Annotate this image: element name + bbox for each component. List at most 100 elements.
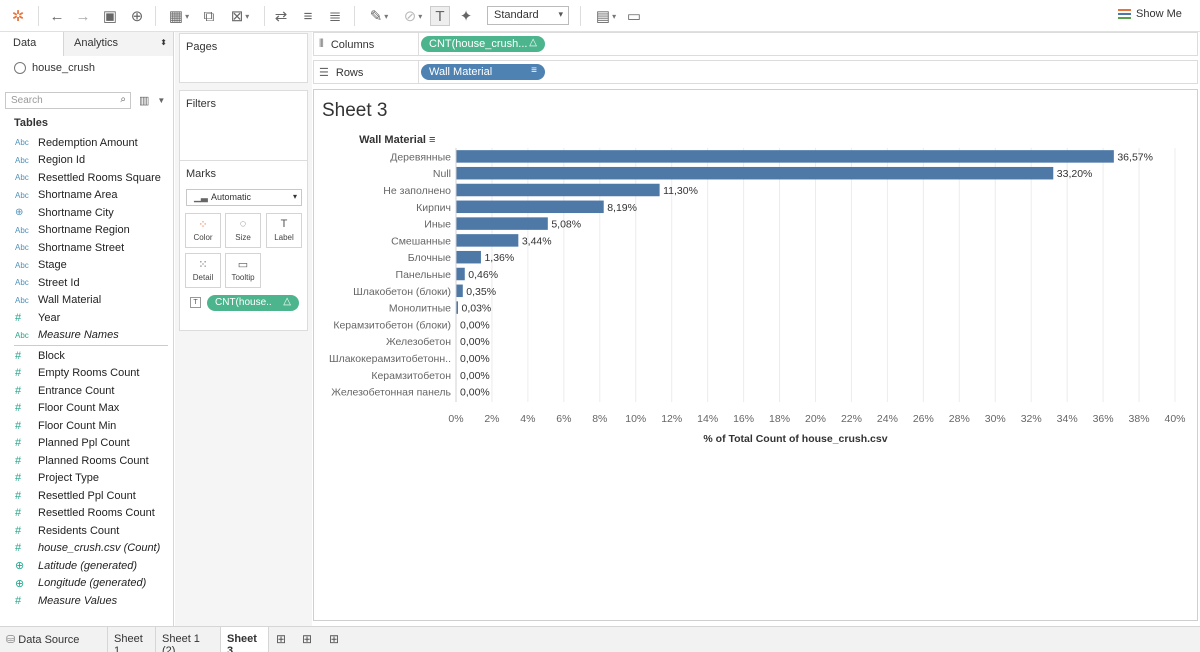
show-me-button[interactable]: Show Me [1118, 8, 1182, 20]
field-item[interactable]: Abc Stage [0, 257, 174, 275]
field-item[interactable]: # Entrance Count [0, 382, 174, 400]
rows-shelf[interactable]: ☰ Rows Wall Material ≡ [313, 60, 1198, 84]
view-size-select[interactable]: Standard ▾ [487, 6, 569, 25]
field-item[interactable]: Abc Shortname Street [0, 239, 174, 257]
field-item[interactable]: ⊕ Longitude (generated) [0, 575, 174, 593]
tab-sheet-3[interactable]: Sheet 3 [221, 627, 269, 652]
field-item[interactable]: # Project Type [0, 470, 174, 488]
search-input[interactable]: Search ⌕ [5, 91, 131, 109]
field-item[interactable]: # Resettled Ppl Count [0, 487, 174, 505]
clear-sheet-icon[interactable]: ⊠ [225, 6, 255, 26]
datasource-item[interactable]: house_crush [0, 56, 173, 80]
group-members-icon[interactable]: ⊘ [398, 6, 428, 26]
sort-icon: ≡ [429, 134, 435, 146]
field-item[interactable]: # Floor Count Max [0, 400, 174, 418]
fix-axes-icon[interactable]: ✦ [459, 8, 473, 25]
field-label: Latitude (generated) [38, 559, 138, 572]
measure-icon: # [15, 524, 22, 537]
redo-icon[interactable]: → [75, 7, 91, 25]
mark-type-select[interactable]: ▁▃ Automatic ▾ [186, 189, 302, 206]
show-mark-labels-icon[interactable]: T [430, 6, 450, 26]
tab-analytics[interactable]: Analytics ⬍ [64, 32, 173, 56]
field-item[interactable]: # Measure Values [0, 592, 174, 610]
field-item[interactable]: ⊕ Shortname City [0, 204, 174, 222]
field-item[interactable]: # Year [0, 309, 174, 327]
field-item[interactable]: Abc Measure Names [0, 327, 174, 345]
field-label: Wall Material [38, 294, 102, 307]
x-tick-label: 16% [733, 413, 754, 425]
tab-sheet-1[interactable]: Sheet 1 [108, 627, 156, 652]
globe-icon: ⊕ [15, 207, 24, 219]
color-icon: ⁘ [198, 219, 208, 231]
measure-icon: # [15, 311, 22, 324]
color-button[interactable]: ⁘ Color [185, 213, 221, 248]
category-label: Кирпич [416, 202, 451, 214]
new-worksheet-icon[interactable]: ▦ [164, 6, 194, 26]
presentation-mode-icon[interactable]: ▭ [626, 8, 642, 25]
tableau-logo-icon[interactable]: ✲ [11, 8, 25, 25]
x-tick-label: 34% [1057, 413, 1078, 425]
size-button[interactable]: ◌ Size [225, 213, 261, 248]
new-dashboard-icon[interactable]: ⊞ [302, 632, 313, 646]
data-pane: Data Analytics ⬍ house_crush Search ⌕ ▥ … [0, 32, 174, 626]
data-label: 8,19% [607, 202, 637, 214]
columns-shelf[interactable]: ⦀ Columns CNT(house_crush... △ [313, 32, 1198, 56]
field-label: Region Id [38, 154, 86, 167]
new-story-icon[interactable]: ⊞ [329, 632, 340, 646]
field-item[interactable]: # Empty Rooms Count [0, 365, 174, 383]
pages-card[interactable]: Pages [179, 33, 308, 83]
field-item[interactable]: # Resettled Rooms Count [0, 505, 174, 523]
marks-pill[interactable]: CNT(house.. △ [207, 295, 299, 311]
field-item[interactable]: Abc Region Id [0, 152, 174, 170]
category-label: Блочные [408, 252, 451, 264]
field-item[interactable]: Abc Resettled Rooms Square [0, 169, 174, 187]
field-item[interactable]: # Residents Count [0, 522, 174, 540]
columns-pill[interactable]: CNT(house_crush... △ [421, 36, 545, 52]
label-icon: T [280, 218, 288, 230]
field-item[interactable]: Abc Shortname Area [0, 187, 174, 205]
duplicate-icon[interactable]: ⧉ [203, 7, 215, 25]
save-icon[interactable]: ▣ [102, 8, 118, 25]
bar-chart-icon: ▁▃ [194, 192, 208, 202]
data-pane-tabs: Data Analytics ⬍ [0, 32, 173, 56]
sort-descending-icon[interactable]: ≣ [328, 8, 342, 25]
highlight-icon[interactable]: ✎ [364, 6, 394, 26]
new-datasource-icon[interactable]: ⊕ [130, 8, 144, 25]
rows-icon: ☰ [319, 67, 329, 79]
globe-icon: ⊕ [15, 577, 25, 590]
field-item[interactable]: Abc Redemption Amount [0, 134, 174, 152]
chevron-down-icon[interactable]: ▼ [157, 95, 166, 105]
field-item[interactable]: Abc Shortname Region [0, 222, 174, 240]
field-label: Resettled Rooms Count [38, 507, 155, 520]
field-item[interactable]: # Planned Rooms Count [0, 452, 174, 470]
field-item[interactable]: # Block [0, 347, 174, 365]
category-label: Шлакокерамзитобетонн.. [329, 353, 451, 365]
field-item[interactable]: # Planned Ppl Count [0, 435, 174, 453]
x-tick-label: 2% [484, 413, 499, 425]
x-tick-label: 32% [1021, 413, 1042, 425]
tab-data[interactable]: Data [0, 32, 64, 56]
undo-icon[interactable]: ← [49, 7, 65, 25]
tab-data-source[interactable]: ⛁ Data Source [0, 627, 108, 652]
field-item[interactable]: ⊕ Latitude (generated) [0, 557, 174, 575]
tooltip-label: Tooltip [231, 273, 255, 282]
tooltip-button[interactable]: ▭ Tooltip [225, 253, 261, 288]
field-item[interactable]: # house_crush.csv (Count) [0, 540, 174, 558]
show-cards-icon[interactable]: ▤ [592, 6, 620, 26]
label-button[interactable]: T Label [266, 213, 302, 248]
rows-pill[interactable]: Wall Material ≡ [421, 64, 545, 80]
rows-shelf-label: ☰ Rows [319, 66, 363, 80]
new-worksheet-icon[interactable]: ⊞ [276, 632, 287, 646]
sort-ascending-icon[interactable]: ≡ [303, 7, 313, 25]
detail-button[interactable]: ⁙ Detail [185, 253, 221, 288]
category-label: Керамзитобетон (блоки) [333, 319, 451, 331]
view-list-icon[interactable]: ▥ [139, 94, 150, 107]
field-item[interactable]: Abc Wall Material [0, 292, 174, 310]
category-label: Смешанные [391, 235, 451, 247]
field-item[interactable]: # Floor Count Min [0, 417, 174, 435]
swap-rows-columns-icon[interactable]: ⇄ [274, 8, 288, 25]
field-item[interactable]: Abc Street Id [0, 274, 174, 292]
tables-header: Tables [14, 117, 49, 129]
columns-shelf-label: ⦀ Columns [319, 38, 374, 51]
tab-sheet-1-2[interactable]: Sheet 1 (2) [156, 627, 221, 652]
